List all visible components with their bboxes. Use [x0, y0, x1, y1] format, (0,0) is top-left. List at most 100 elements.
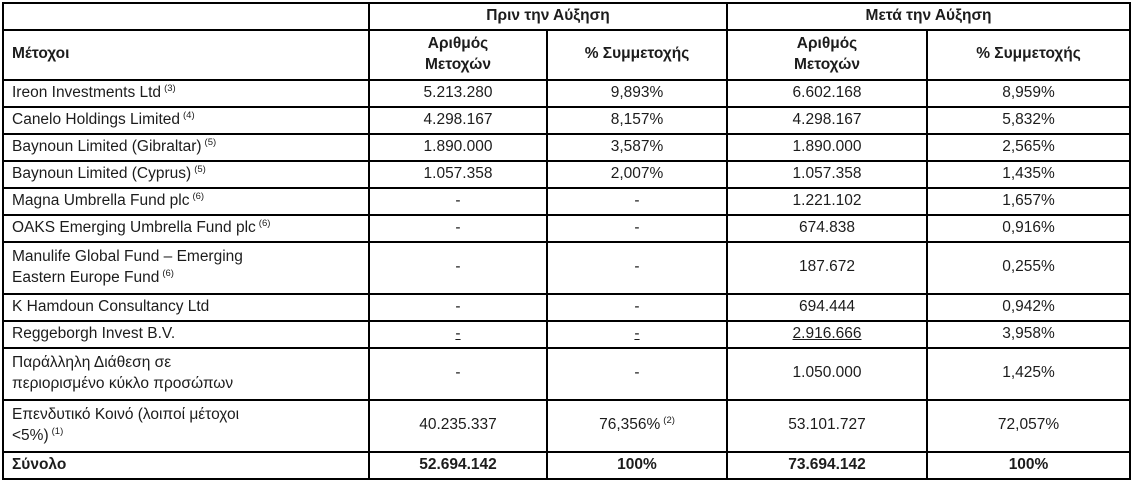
cell-after-shares: 1.890.000	[726, 132, 929, 162]
cell-after-shares: 6.602.168	[726, 78, 929, 108]
cell-before-shares: 1.890.000	[368, 132, 548, 162]
cell-shareholder: Επενδυτικό Κοινό (λοιποί μέτοχοι <5%) (1)	[2, 398, 370, 453]
cell-before-pct: 8,157%	[545, 105, 729, 135]
cell-after-shares: 187.672	[726, 240, 929, 295]
footnote-ref: (5)	[204, 136, 217, 148]
shareholder-name: K Hamdoun Consultancy Ltd	[12, 297, 210, 315]
footnote-ref: (4)	[183, 109, 195, 121]
cell-before-pct: -	[545, 346, 729, 401]
cell-after-pct: 1,435%	[926, 159, 1132, 189]
cell-shareholder: Manulife Global Fund – Emerging Eastern …	[2, 240, 370, 295]
table-row: Manulife Global Fund – Emerging Eastern …	[2, 240, 1132, 295]
shareholder-name: Baynoun Limited (Gibraltar)	[12, 137, 202, 155]
shareholder-name: OAKS Emerging Umbrella Fund plc	[12, 218, 256, 236]
footnote-ref: (5)	[194, 163, 206, 175]
group-header-before: Πριν την Αύξηση	[367, 2, 729, 31]
pct-value: 76,356%	[599, 416, 661, 434]
cell-after-shares: 1.050.000	[726, 346, 929, 401]
table-row: Επενδυτικό Κοινό (λοιποί μέτοχοι <5%) (1)…	[2, 398, 1132, 453]
cell-before-shares: 40.235.337	[368, 398, 548, 453]
shareholder-name: Ireon Investments Ltd	[12, 83, 162, 101]
cell-before-pct: -	[545, 292, 729, 322]
cell-shareholder: Παράλληλη Διάθεση σε περιορισμένο κύκλο …	[2, 346, 370, 401]
shareholder-name: Manulife Global Fund – Emerging Eastern …	[12, 248, 243, 286]
cell-before-shares: 1.057.358	[368, 159, 548, 189]
table-row: Canelo Holdings Limited (4) 4.298.167 8,1…	[2, 105, 1132, 135]
shareholder-name: Magna Umbrella Fund plc	[12, 191, 190, 209]
cell-after-pct: 0,916%	[926, 213, 1132, 243]
cell-shareholder: Magna Umbrella Fund plc (6)	[2, 186, 370, 216]
footnote-ref: (1)	[51, 425, 64, 437]
cell-total-after-pct: 100%	[926, 450, 1132, 480]
cell-after-pct: 5,832%	[926, 105, 1132, 135]
cell-after-pct: 1,425%	[926, 346, 1132, 401]
cell-after-shares: 1.221.102	[726, 186, 929, 216]
cell-after-shares: 674.838	[726, 213, 929, 243]
cell-shareholder: Reggeborgh Invest B.V.	[2, 319, 370, 349]
cell-after-pct: 0,255%	[926, 240, 1132, 295]
header-before-pct: % Συμμετοχής	[545, 28, 729, 81]
cell-total-before-shares: 52.694.142	[368, 450, 548, 480]
shareholder-name: Baynoun Limited (Cyprus)	[12, 164, 192, 182]
cell-after-pct: 2,565%	[926, 132, 1132, 162]
cell-shareholder: Baynoun Limited (Cyprus) (5)	[2, 159, 370, 189]
cell-after-pct: 72,057%	[926, 398, 1132, 453]
table-row: Reggeborgh Invest B.V. - - 2.916.666 3,9…	[2, 319, 1132, 349]
footnote-ref: (2)	[663, 415, 675, 427]
cell-before-shares: -	[368, 292, 548, 322]
cell-shareholder: OAKS Emerging Umbrella Fund plc (6)	[2, 213, 370, 243]
table-row: Ireon Investments Ltd (3) 5.213.280 9,893…	[2, 78, 1132, 108]
cell-before-shares: -	[368, 319, 548, 349]
cell-after-pct: 3,958%	[926, 319, 1132, 349]
cell-before-pct: -	[545, 213, 729, 243]
shareholder-name: Reggeborgh Invest B.V.	[12, 324, 176, 342]
header-shareholders: Μέτοχοι	[2, 28, 370, 81]
footnote-ref: (6)	[258, 217, 271, 229]
cell-before-shares: -	[368, 346, 548, 401]
cell-after-pct: 8,959%	[926, 78, 1132, 108]
table-row: K Hamdoun Consultancy Ltd - - 694.444 0,…	[2, 292, 1132, 322]
cell-before-pct: -	[545, 240, 729, 295]
corner-empty-cell	[2, 2, 370, 31]
cell-after-shares: 2.916.666	[726, 319, 929, 349]
table-row: Παράλληλη Διάθεση σε περιορισμένο κύκλο …	[2, 346, 1132, 401]
cell-before-pct: 9,893%	[545, 78, 729, 108]
cell-total-before-pct: 100%	[545, 450, 729, 480]
footnote-ref: (6)	[192, 190, 205, 202]
cell-after-pct: 0,942%	[926, 292, 1132, 322]
header-after-num-shares: Αριθμός Μετοχών	[726, 28, 929, 81]
cell-before-pct: 3,587%	[545, 132, 729, 162]
cell-after-shares: 694.444	[726, 292, 929, 322]
cell-total-after-shares: 73.694.142	[726, 450, 929, 480]
header-before-num-shares: Αριθμός Μετοχών	[368, 28, 548, 81]
cell-before-shares: 4.298.167	[368, 105, 548, 135]
cell-before-shares: 5.213.280	[368, 78, 548, 108]
cell-shareholder: Ireon Investments Ltd (3)	[2, 78, 370, 108]
table-row: Baynoun Limited (Cyprus) (5) 1.057.358 2,…	[2, 159, 1132, 189]
cell-shareholder: K Hamdoun Consultancy Ltd	[2, 292, 370, 322]
table-row: OAKS Emerging Umbrella Fund plc (6) - - 6…	[2, 213, 1132, 243]
cell-before-pct: 2,007%	[545, 159, 729, 189]
group-header-row: Πριν την Αύξηση Μετά την Αύξηση	[2, 2, 1132, 31]
cell-after-pct: 1,657%	[926, 186, 1132, 216]
group-header-after: Μετά την Αύξηση	[726, 2, 1132, 31]
table-row: Magna Umbrella Fund plc (6) - - 1.221.102…	[2, 186, 1132, 216]
cell-before-pct: -	[545, 319, 729, 349]
cell-before-shares: -	[368, 240, 548, 295]
shareholder-name: Επενδυτικό Κοινό (λοιποί μέτοχοι <5%)	[12, 406, 240, 444]
cell-before-shares: -	[368, 186, 548, 216]
cell-after-shares: 53.101.727	[726, 398, 929, 453]
header-after-pct: % Συμμετοχής	[926, 28, 1132, 81]
shareholder-name: Παράλληλη Διάθεση σε περιορισμένο κύκλο …	[12, 354, 234, 392]
column-header-row: Μέτοχοι Αριθμός Μετοχών % Συμμετοχής Αρι…	[2, 28, 1132, 81]
table-row: Baynoun Limited (Gibraltar) (5) 1.890.000…	[2, 132, 1132, 162]
cell-after-shares: 4.298.167	[726, 105, 929, 135]
footnote-ref: (3)	[164, 82, 176, 94]
cell-before-pct: 76,356% (2)	[545, 398, 729, 453]
cell-shareholder: Canelo Holdings Limited (4)	[2, 105, 370, 135]
shareholder-name: Canelo Holdings Limited	[12, 110, 181, 128]
total-row: Σύνολο 52.694.142 100% 73.694.142 100%	[2, 450, 1132, 480]
cell-before-shares: -	[368, 213, 548, 243]
cell-after-shares: 1.057.358	[726, 159, 929, 189]
cell-shareholder: Baynoun Limited (Gibraltar) (5)	[2, 132, 370, 162]
